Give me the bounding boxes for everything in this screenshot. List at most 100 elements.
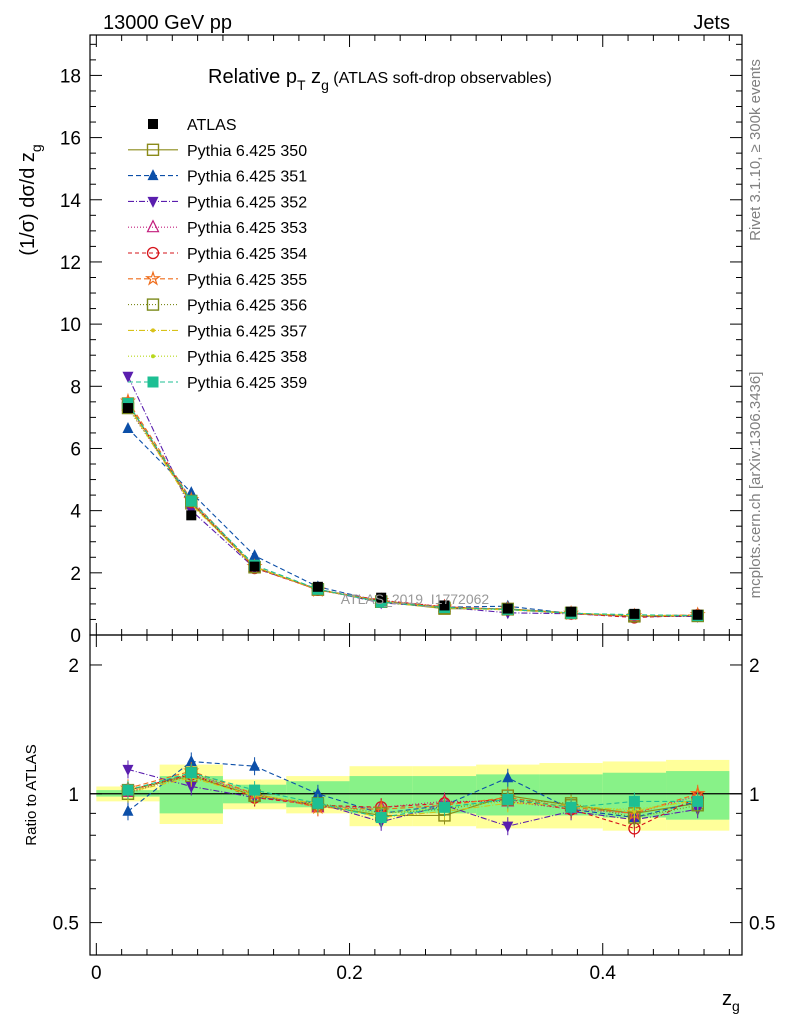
series-2-point (249, 549, 261, 561)
ratio-2-point (249, 759, 261, 771)
atlas-data-point (376, 592, 387, 603)
main-panel: 0 2 4 6 8 10 12 14 16 18 (1/σ) dσ/d zg Relative pT … (17, 34, 743, 647)
legend-marker-2 (147, 169, 159, 181)
y-tick-label: 14 (60, 191, 82, 212)
ratio-10-point (249, 784, 261, 796)
y-tick-label: 18 (60, 66, 81, 87)
legend-marker-5 (146, 246, 160, 260)
mcplots-credit-label: mcplots.cern.ch [arXiv:1306.3436] (747, 372, 764, 599)
ratio-10-point (692, 795, 704, 807)
series-line-1 (127, 403, 698, 617)
ratio-y-tick-label: 1 (68, 785, 79, 806)
ratio-line-2 (127, 760, 698, 819)
legend-marker-1 (146, 143, 160, 157)
ratio-3-point (185, 781, 197, 793)
ratio-y-axis-title: Ratio to ATLAS (23, 744, 40, 845)
legend-label-atlas: ATLAS (187, 117, 237, 134)
x-tick-label: 0.4 (590, 963, 617, 984)
legend-marker-10 (147, 376, 159, 388)
ratio-3-point (122, 764, 134, 776)
ratio-2-point (312, 787, 324, 799)
y-tick-label: 2 (70, 564, 81, 585)
y-tick-label: 6 (70, 439, 81, 460)
legend-label-10: Pythia 6.425 359 (187, 375, 307, 392)
ratio-10-point (122, 784, 134, 796)
ratio-10-point (565, 801, 577, 813)
ratio-y-tick-label: 0.5 (53, 914, 79, 935)
y-tick-label: 16 (60, 129, 81, 150)
legend-label-4: Pythia 6.425 353 (187, 220, 307, 237)
legend-marker-9 (151, 354, 155, 359)
ratio-2-point (502, 771, 514, 783)
header-left: 13000 GeV pp (103, 12, 232, 34)
legend-marker-atlas (148, 119, 158, 129)
analysis-watermark: ATLAS_2019_I1772062 (341, 591, 490, 607)
legend-label-1: Pythia 6.425 350 (187, 143, 307, 160)
atlas-data-point (312, 581, 323, 592)
atlas-data-point (629, 608, 640, 619)
legend-marker-6 (144, 270, 162, 286)
ratio-10-point (438, 801, 450, 813)
rivet-version-label: Rivet 3.1.10, ≥ 300k events (747, 59, 764, 241)
legend-marker-8 (151, 328, 155, 333)
mc-curves-ratio (119, 752, 706, 838)
ratio-2-point (185, 754, 197, 766)
ratio-line-8 (127, 777, 698, 819)
ratio-10-point (185, 767, 197, 779)
ratio-10-point (375, 812, 387, 824)
atlas-data-point (439, 600, 450, 611)
y-tick-label: 8 (70, 377, 81, 398)
series-line-4 (127, 405, 698, 617)
ratio-y-tick-label-right: 2 (749, 656, 760, 677)
ratio-line-10 (127, 772, 698, 819)
ratio-10-point (628, 795, 640, 807)
y-tick-label: 12 (60, 253, 81, 274)
atlas-data-point (502, 603, 513, 614)
legend-label-6: Pythia 6.425 355 (187, 272, 307, 289)
legend-label-5: Pythia 6.425 354 (187, 246, 307, 263)
legend-label-3: Pythia 6.425 352 (187, 194, 307, 211)
ratio-y-tick-label-right: 1 (749, 785, 760, 806)
ratio-line-4 (127, 773, 698, 814)
mc-curves-main (119, 371, 706, 624)
series-line-6 (127, 400, 698, 617)
x-tick-label: 0.2 (336, 963, 362, 984)
ratio-y-tick-label-right: 0.5 (749, 914, 775, 935)
series-2-point (122, 421, 134, 433)
ratio-panel: 0 0.2 0.4 0.5 0.5 1 1 2 2 Ratio to ATLAS zg (23, 634, 775, 1014)
legend-label-7: Pythia 6.425 356 (187, 298, 307, 315)
atlas-data-point (566, 606, 577, 617)
ratio-10-point (312, 797, 324, 809)
legend-label-2: Pythia 6.425 351 (187, 169, 307, 186)
series-line-3 (127, 376, 698, 618)
atlas-data-point (186, 510, 197, 521)
ratio-line-3 (127, 768, 698, 827)
ratio-line-5 (127, 773, 698, 829)
series-line-10 (127, 403, 698, 617)
atlas-data-point (692, 609, 703, 620)
series-line-8 (127, 405, 698, 617)
atlas-data-point (122, 403, 133, 414)
y-axis-title: (1/σ) dσ/d zg (17, 144, 44, 255)
ratio-10-point (502, 793, 514, 805)
ratio-line-6 (127, 770, 698, 814)
series-10-point (185, 495, 197, 507)
ratio-2-point (122, 804, 134, 816)
plot-title: Relative pT zg (ATLAS soft-drop observab… (208, 66, 552, 93)
x-tick-label: 0 (91, 963, 102, 984)
atlas-data-point (249, 561, 260, 572)
legend-marker-4 (146, 219, 160, 233)
y-tick-label: 0 (70, 626, 81, 647)
x-axis-title: zg (722, 988, 740, 1014)
legend-label-8: Pythia 6.425 357 (187, 323, 307, 340)
legend: ATLAS Pythia 6.425 350 Pythia 6.425 351 Pyt… (128, 117, 307, 392)
y-tick-label: 10 (60, 315, 81, 336)
legend-label-9: Pythia 6.425 358 (187, 349, 307, 366)
header-right: Jets (693, 12, 730, 34)
series-3-point (122, 371, 134, 383)
series-line-7 (127, 407, 698, 617)
ratio-3-point (502, 821, 514, 833)
y-tick-label: 4 (70, 502, 81, 523)
series-line-9 (127, 403, 698, 617)
